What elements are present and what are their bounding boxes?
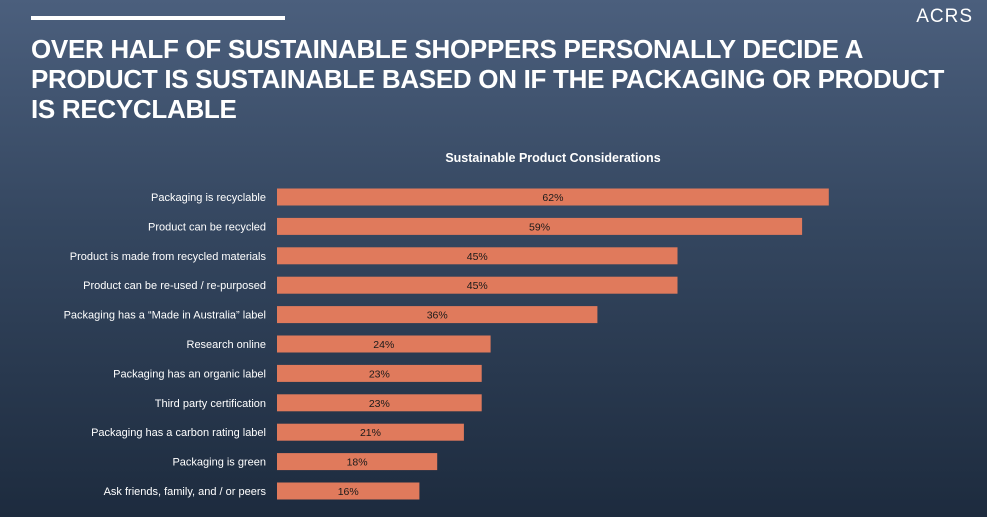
category-label: Research online	[187, 339, 267, 351]
category-label: Packaging is green	[172, 457, 266, 469]
category-label: Product can be re-used / re-purposed	[83, 280, 266, 292]
category-label: Packaging has a carbon rating label	[91, 427, 266, 439]
top-rule	[31, 16, 285, 20]
bar	[277, 482, 420, 500]
bar	[277, 276, 678, 294]
bar	[277, 335, 491, 353]
category-label: Ask friends, family, and / or peers	[104, 486, 267, 498]
value-label: 36%	[427, 310, 448, 322]
value-label: 45%	[467, 251, 488, 263]
category-label: Packaging is recyclable	[151, 192, 266, 204]
category-label: Packaging has an organic label	[113, 368, 266, 380]
value-label: 18%	[347, 457, 368, 469]
bar	[277, 453, 438, 471]
value-label: 62%	[542, 192, 563, 204]
bars-group: Packaging is recyclable 62% Product can be…	[64, 188, 829, 500]
bar	[277, 364, 482, 382]
category-label: Third party certification	[155, 398, 266, 410]
value-label: 23%	[369, 368, 390, 380]
bar	[277, 394, 482, 412]
category-label: Product is made from recycled materials	[70, 251, 267, 263]
category-label: Product can be recycled	[148, 221, 266, 233]
bar	[277, 247, 678, 265]
value-label: 24%	[373, 339, 394, 351]
value-label: 21%	[360, 427, 381, 439]
bar-chart: Sustainable Product Considerations Packa…	[64, 151, 829, 500]
value-label: 23%	[369, 398, 390, 410]
acrs-logo: ACRS	[916, 6, 973, 27]
value-label: 16%	[338, 486, 359, 498]
category-label: Packaging has a “Made in Australia” labe…	[64, 310, 266, 322]
value-label: 45%	[467, 280, 488, 292]
bar	[277, 217, 803, 235]
bar	[277, 306, 598, 324]
slide-title: OVER HALF OF SUSTAINABLE SHOPPERS PERSON…	[31, 34, 945, 124]
value-label: 59%	[529, 221, 550, 233]
bar	[277, 423, 464, 441]
chart-title: Sustainable Product Considerations	[445, 151, 660, 165]
bar	[277, 188, 829, 206]
